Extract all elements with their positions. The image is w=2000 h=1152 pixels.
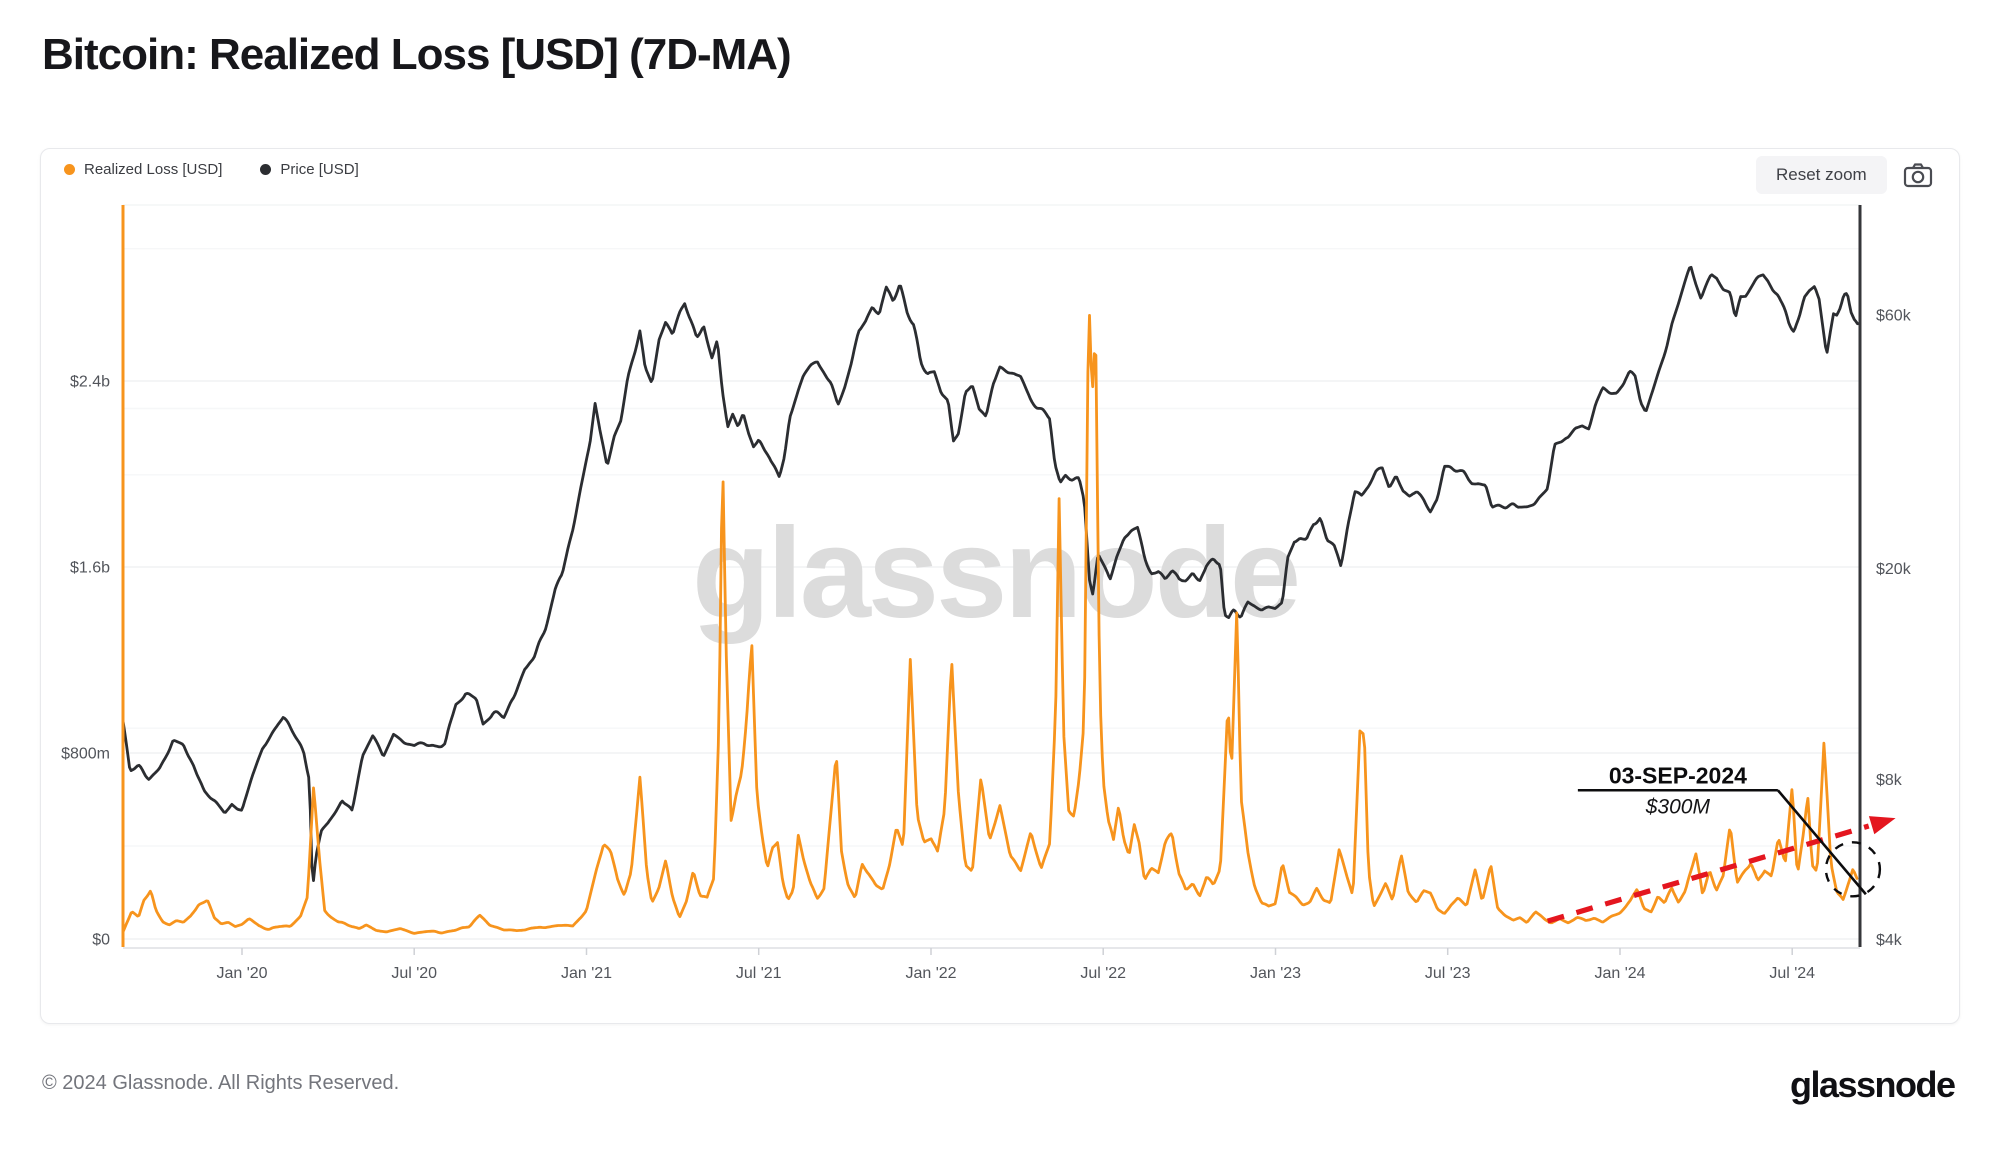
x-axis-tick-label: Jan '21: [561, 965, 612, 982]
page-title: Bitcoin: Realized Loss [USD] (7D-MA): [42, 30, 792, 79]
y-axis-left-tick-label: $1.6b: [70, 560, 110, 577]
trend-arrow-head: [1868, 816, 1896, 835]
y-axis-right-tick-label: $8k: [1876, 772, 1903, 789]
y-axis-right-tick-label: $4k: [1876, 932, 1903, 949]
x-axis-tick-label: Jul '21: [736, 965, 782, 982]
x-axis-tick-label: Jan '24: [1594, 965, 1645, 982]
camera-button[interactable]: [1896, 157, 1940, 194]
camera-icon: [1903, 163, 1933, 188]
annotation-date-label: 03-SEP-2024: [1609, 762, 1747, 788]
y-axis-right-tick-label: $20k: [1876, 561, 1912, 578]
annotation-callout-line: [1776, 789, 1867, 896]
plot-gridlines: [123, 204, 1860, 949]
legend-dot-price-icon: [260, 164, 272, 175]
glassnode-watermark: glassnode: [692, 502, 1298, 645]
legend-item-price[interactable]: Price [USD]: [260, 161, 359, 178]
plot-axis-labels: $0 $800m $1.6b $2.4b $4k $8k $20k $60k Jan '20 Ju…: [61, 308, 1912, 983]
realized-loss-line: [123, 314, 1859, 935]
x-axis-tick-label: Jul '22: [1080, 965, 1126, 982]
plot-axis-lines: [121, 205, 1862, 947]
annotation-value-label: $300M: [1645, 795, 1711, 818]
x-axis-tick-label: Jul '24: [1769, 965, 1815, 982]
y-axis-left-tick-label: $0: [92, 932, 110, 949]
x-axis-tick-label: Jul '23: [1425, 965, 1471, 982]
legend-label-realized-loss: Realized Loss [USD]: [84, 161, 223, 178]
price-line: [123, 265, 1860, 882]
highlight-circle: [1824, 841, 1882, 898]
legend-item-realized-loss[interactable]: Realized Loss [USD]: [64, 161, 222, 178]
y-axis-left-tick-label: $2.4b: [70, 374, 110, 391]
legend-label-price: Price [USD]: [280, 161, 359, 178]
x-axis-tick-label: Jan '20: [216, 965, 267, 982]
chart-card: [40, 148, 1960, 1024]
plot-series: [123, 265, 1860, 935]
copyright: © 2024 Glassnode. All Rights Reserved.: [42, 1072, 400, 1094]
x-axis-tick-label: Jan '23: [1250, 965, 1301, 982]
legend-dot-realized-loss-icon: [64, 164, 75, 175]
y-axis-left-tick-label: $800m: [61, 746, 110, 763]
chart-annotation: 03-SEP-2024 $300M: [1546, 762, 1896, 924]
y-axis-right-tick-label: $60k: [1876, 308, 1912, 325]
reset-zoom-button[interactable]: Reset zoom: [1756, 156, 1887, 194]
x-axis-tick-label: Jul '20: [391, 965, 437, 982]
trend-arrow-line: [1546, 823, 1870, 924]
glassnode-logo: glassnode: [1790, 1064, 1956, 1105]
x-axis-tick-label: Jan '22: [905, 965, 956, 982]
chart-legend: Realized Loss [USD] Price [USD]: [64, 161, 359, 178]
